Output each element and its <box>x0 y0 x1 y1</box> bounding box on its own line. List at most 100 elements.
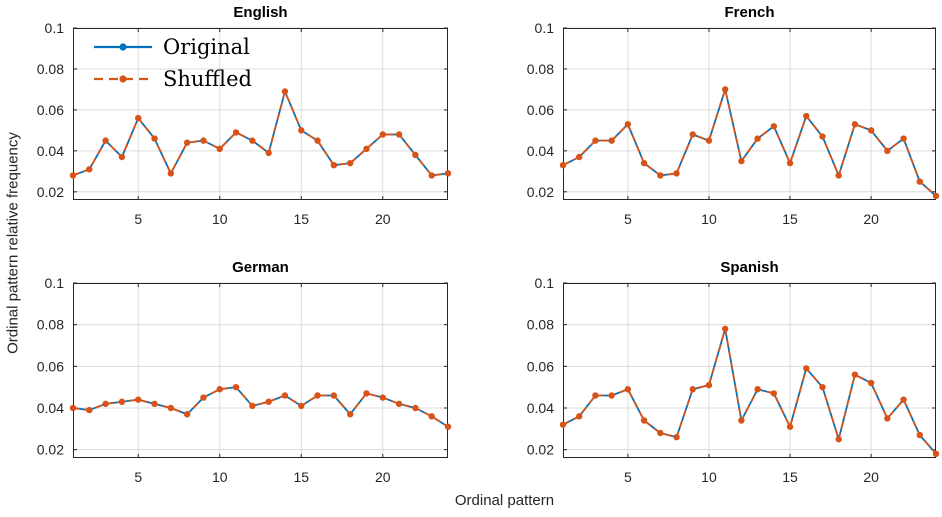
y-tick-label: 0.08 <box>527 61 554 77</box>
x-tick-label: 10 <box>212 211 228 227</box>
shuffled-marker <box>657 429 664 437</box>
shuffled-marker <box>770 390 778 397</box>
x-axis-label: Ordinal pattern <box>454 492 555 509</box>
x-tick-label: 20 <box>863 211 879 227</box>
shuffled-marker <box>884 415 891 422</box>
x-tick-label: 5 <box>624 469 632 485</box>
x-tick-label: 5 <box>134 211 142 227</box>
shuffled-marker <box>216 145 223 153</box>
x-tick-label: 5 <box>134 469 142 485</box>
shuffled-marker <box>363 390 370 397</box>
x-tick-label: 10 <box>701 469 717 485</box>
y-tick-label: 0.04 <box>37 143 64 159</box>
shuffled-marker <box>330 392 338 399</box>
chart-title-english: English <box>233 4 288 21</box>
shuffled-marker <box>200 137 207 144</box>
shuffled-marker <box>803 112 810 120</box>
shuffled-marker <box>118 153 126 161</box>
shuffled-marker <box>932 192 940 200</box>
shuffled-marker <box>135 114 142 122</box>
plot-french: 5 10 15 20 0.02 0.04 0.06 0.08 0.1 <box>527 20 940 227</box>
shuffled-marker <box>867 127 875 134</box>
legend-item-shuffled: Shuffled <box>92 63 252 95</box>
shuffled-marker <box>314 392 321 399</box>
shuffled-marker <box>770 123 778 130</box>
shuffled-marker <box>118 398 126 405</box>
shuffled-marker <box>151 135 158 142</box>
shuffled-marker <box>624 121 632 128</box>
x-tick-label: 20 <box>375 469 391 485</box>
shuffled-marker <box>754 135 761 142</box>
shuffled-marker <box>640 159 648 167</box>
shuffled-marker <box>265 149 272 157</box>
shuffled-line <box>72 386 449 428</box>
shuffled-marker <box>721 325 729 333</box>
shuffled-marker <box>916 178 923 185</box>
shuffled-marker <box>249 402 256 410</box>
shuffled-marker <box>705 381 713 389</box>
shuffled-marker <box>395 400 403 408</box>
original-marker-icon <box>119 43 127 51</box>
shuffled-marker <box>932 450 940 458</box>
y-tick-label: 0.1 <box>45 275 65 291</box>
x-tick-label: 15 <box>293 469 309 485</box>
original-line <box>562 327 937 455</box>
y-tick-label: 0.04 <box>527 143 554 159</box>
axes-box <box>73 28 448 200</box>
shuffled-marker <box>86 166 93 173</box>
shuffled-marker <box>298 402 305 410</box>
shuffled-marker <box>657 172 664 179</box>
axes-box <box>73 283 448 458</box>
shuffled-marker <box>673 170 680 177</box>
shuffled-marker <box>379 394 386 401</box>
shuffled-marker <box>689 131 696 138</box>
shuffled-marker <box>803 365 810 372</box>
shuffled-marker <box>428 172 435 179</box>
y-tick-label: 0.1 <box>535 20 555 36</box>
original-line-sample <box>94 43 152 51</box>
legend: Original Shuffled <box>92 31 252 95</box>
shuffled-marker <box>183 139 191 146</box>
shuffled-marker <box>884 147 891 155</box>
shuffled-marker <box>738 157 745 165</box>
x-tick-label: 5 <box>624 211 632 227</box>
y-tick-label: 0.04 <box>37 400 64 416</box>
x-tick-label: 15 <box>293 211 309 227</box>
shuffled-marker <box>754 386 761 393</box>
shuffled-marker <box>379 131 386 138</box>
y-tick-label: 0.08 <box>527 317 554 333</box>
y-tick-label: 0.1 <box>45 20 65 36</box>
y-tick-label: 0.02 <box>37 184 64 200</box>
shuffled-marker <box>281 392 289 399</box>
x-tick-label: 10 <box>701 211 717 227</box>
shuffled-marker <box>167 404 175 412</box>
chart-title-german: German <box>232 259 289 276</box>
shuffled-marker-icon <box>119 75 127 83</box>
shuffled-marker <box>900 135 907 142</box>
shuffled-marker <box>640 417 648 424</box>
shuffled-marker <box>395 131 403 138</box>
shuffled-marker <box>835 172 842 179</box>
shuffled-marker <box>592 137 599 144</box>
y-tick-label: 0.06 <box>527 102 554 118</box>
y-tick-label: 0.02 <box>527 442 554 458</box>
shuffled-line <box>562 88 937 197</box>
x-tick-label: 20 <box>863 469 879 485</box>
shuffled-marker <box>281 88 289 95</box>
shuffled-marker <box>249 137 256 144</box>
shuffled-marker <box>689 386 696 393</box>
shuffled-marker <box>705 137 713 144</box>
shuffled-marker <box>444 170 452 177</box>
shuffled-marker <box>721 86 729 93</box>
shuffled-marker <box>624 386 632 393</box>
y-tick-label: 0.02 <box>527 184 554 200</box>
legend-label-original: Original <box>163 34 250 59</box>
original-line <box>72 386 449 428</box>
shuffled-line <box>562 327 937 455</box>
shuffled-marker <box>86 406 93 414</box>
shuffled-marker <box>151 400 158 408</box>
x-tick-label: 10 <box>212 469 228 485</box>
shuffled-marker <box>298 127 305 134</box>
shuffled-marker <box>608 137 615 144</box>
chart-title-french: French <box>724 4 775 21</box>
